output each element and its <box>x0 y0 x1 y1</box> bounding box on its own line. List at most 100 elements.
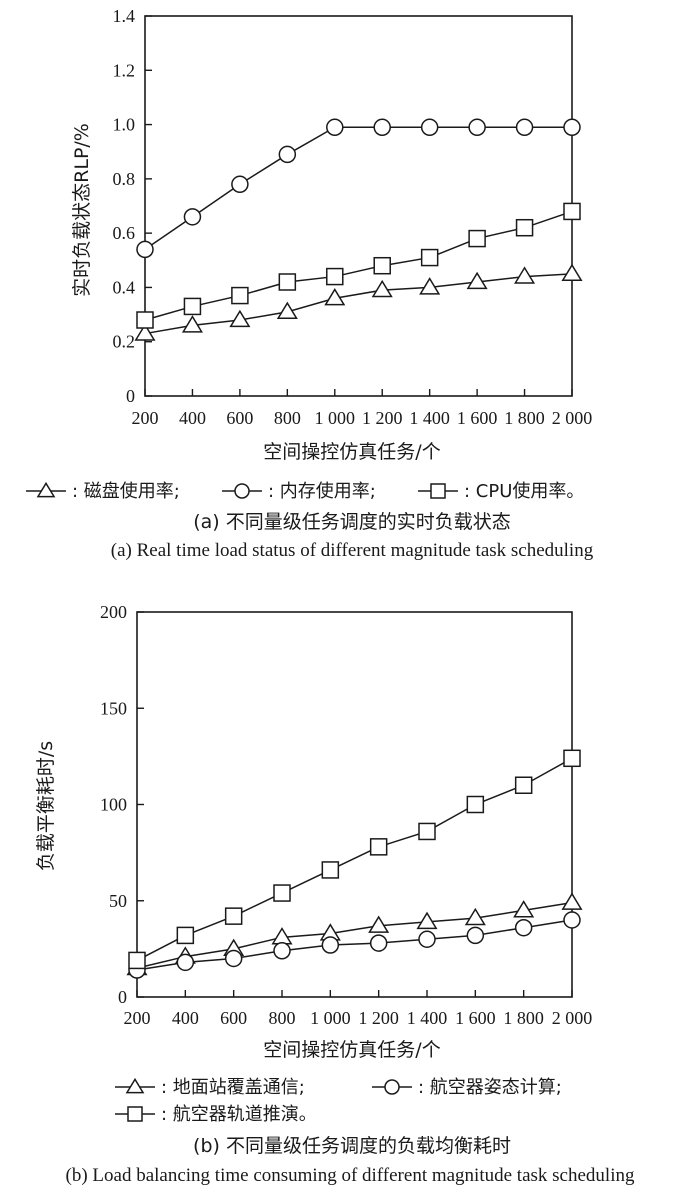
charta-y-tick-label: 0 <box>126 386 135 406</box>
chart-a: 0 0.2 0.4 0.6 0.8 1.0 1.2 1.4 200 400 600 800 1 000… <box>26 6 594 561</box>
chartb-series-line <box>136 901 573 969</box>
chartb-series-triangle <box>126 892 583 976</box>
chartb-data-point <box>273 884 291 902</box>
chartb-data-point <box>514 918 533 937</box>
charta-x-tick-label: 600 <box>226 408 253 428</box>
chart-b-x-axis: 200 400 600 800 1 000 1 200 1 400 1 600 1 800 2 0… <box>124 990 593 1028</box>
charta-series-line <box>144 273 573 335</box>
chartb-data-point <box>369 838 388 856</box>
chart-a-x-axis: 200 400 600 800 1 000 1 200 1 400 1 600 1 800 2 0… <box>132 389 593 428</box>
charta-x-tick-label: 800 <box>274 408 301 428</box>
charta-data-point <box>371 279 393 298</box>
chartb-legend-label: : 航空器姿态计算; <box>418 1077 562 1098</box>
charta-x-tick-label: 1 800 <box>504 408 545 428</box>
chart-a-xlabel: 空间操控仿真任务/个 <box>263 441 440 463</box>
chartb-data-point <box>561 892 583 910</box>
chartb-series-circle <box>128 911 581 979</box>
chartb-data-point <box>128 951 146 970</box>
chartb-data-point <box>418 822 436 841</box>
chartb-series-line <box>136 757 573 962</box>
chartb-data-point <box>176 926 195 945</box>
charta-legend-marker <box>234 483 250 499</box>
charta-data-point <box>183 208 202 226</box>
chartb-data-point <box>466 926 485 945</box>
charta-series-line <box>144 210 573 321</box>
chartb-x-tick-label: 1 200 <box>358 1008 399 1028</box>
chartb-x-tick-label: 400 <box>172 1008 199 1028</box>
charta-data-point <box>134 323 156 341</box>
charta-x-tick-label: 2 000 <box>552 408 593 428</box>
chart-a-series <box>134 118 583 341</box>
charta-series-circle <box>136 118 581 259</box>
charta-x-tick-label: 1 400 <box>409 408 450 428</box>
chartb-data-point <box>273 942 291 960</box>
chart-a-ylabel: 实时负载状态RLP/% <box>71 123 93 297</box>
chartb-legend-item: : 地面站覆盖通信; <box>115 1077 305 1098</box>
charta-data-point <box>278 273 297 291</box>
charta-y-tick-label: 0.8 <box>113 169 136 189</box>
charta-legend-label: : 内存使用率; <box>268 481 376 502</box>
charta-data-point <box>373 256 391 275</box>
chartb-x-tick-label: 2 000 <box>552 1008 593 1028</box>
chart-b-y-axis: 0 50 100 150 200 <box>100 602 144 1007</box>
charta-data-point <box>183 297 202 316</box>
chart-a-legend: : 磁盘使用率; : 内存使用率; : CPU使用率。 <box>26 481 584 502</box>
charta-data-point <box>326 267 344 286</box>
chartb-data-point <box>418 930 436 948</box>
charta-data-point <box>514 266 536 284</box>
charta-data-point <box>326 118 344 137</box>
charta-data-point <box>468 118 486 137</box>
chartb-x-tick-label: 1 000 <box>310 1008 351 1028</box>
chartb-legend-marker <box>384 1079 400 1095</box>
charta-legend-marker <box>36 481 56 498</box>
chartb-y-tick-label: 150 <box>100 698 127 718</box>
charta-data-point <box>278 145 297 164</box>
chartb-legend-label: : 地面站覆盖通信; <box>161 1077 305 1098</box>
charta-series-triangle <box>134 263 583 341</box>
chart-b-plot-frame <box>136 611 573 998</box>
chart-b: 0 50 100 150 200 200 400 600 800 1 000 1 200 1 400… <box>35 602 635 1186</box>
charta-data-point <box>136 240 154 259</box>
charta-x-tick-label: 1 200 <box>362 408 403 428</box>
chartb-series-square <box>128 749 581 970</box>
charta-series-square <box>136 202 581 329</box>
charta-data-point <box>420 118 439 137</box>
chartb-data-point <box>513 900 535 918</box>
chartb-series-line <box>136 919 573 971</box>
charta-y-tick-label: 1.2 <box>113 60 136 80</box>
charta-x-tick-label: 1 000 <box>315 408 356 428</box>
chartb-data-point <box>563 749 581 768</box>
chartb-data-point <box>224 907 243 925</box>
chartb-data-point <box>368 915 390 933</box>
charta-data-point <box>229 309 251 328</box>
charta-series-line <box>144 126 572 251</box>
chart-a-y-axis: 0 0.2 0.4 0.6 0.8 1.0 1.2 1.4 <box>113 6 152 406</box>
charta-legend-item: : CPU使用率。 <box>418 481 584 502</box>
charta-data-point <box>466 271 488 290</box>
charta-y-tick-label: 1.0 <box>113 115 136 135</box>
chart-b-caption-zh: (b) 不同量级任务调度的负载均衡耗时 <box>193 1135 511 1157</box>
chartb-data-point <box>464 907 486 926</box>
charta-legend-label: : CPU使用率。 <box>464 481 584 502</box>
chart-b-caption-en: (b) Load balancing time consuming of dif… <box>66 1165 635 1186</box>
charta-data-point <box>419 277 441 295</box>
charta-data-point <box>420 248 439 267</box>
chartb-data-point <box>514 776 533 794</box>
charta-legend-marker <box>430 483 446 499</box>
charta-x-tick-label: 200 <box>132 408 159 428</box>
chartb-data-point <box>416 911 438 930</box>
chartb-x-tick-label: 600 <box>220 1008 247 1028</box>
chartb-data-point <box>321 936 340 954</box>
chart-b-ylabel: 负载平衡耗时/s <box>35 741 57 871</box>
charta-legend-item: : 磁盘使用率; <box>26 481 180 502</box>
charta-y-tick-label: 1.4 <box>113 6 136 26</box>
chart-b-series <box>126 749 583 979</box>
chartb-legend-label: : 航空器轨道推演。 <box>161 1104 317 1125</box>
chartb-legend-item: : 航空器姿态计算; <box>372 1077 562 1098</box>
chartb-data-point <box>563 911 581 929</box>
chart-b-xlabel: 空间操控仿真任务/个 <box>263 1039 440 1061</box>
charta-data-point <box>181 315 203 333</box>
charta-data-point <box>231 286 249 305</box>
charta-data-point <box>276 301 298 320</box>
